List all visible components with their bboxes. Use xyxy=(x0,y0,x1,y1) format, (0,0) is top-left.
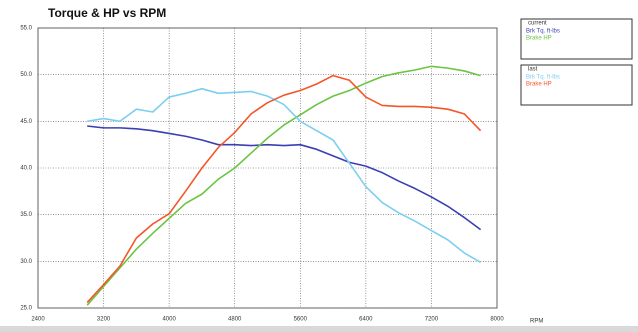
y-tick-label: 35.0 xyxy=(20,212,32,218)
y-tick-label: 30.0 xyxy=(20,259,32,265)
y-tick-label: 55.0 xyxy=(20,26,32,32)
series-line xyxy=(87,87,482,263)
x-tick-label: 6400 xyxy=(359,317,373,323)
legend-group-title: current xyxy=(528,21,547,27)
x-tick-label: 4800 xyxy=(228,317,242,323)
x-axis-label: RPM xyxy=(530,319,543,325)
x-tick-label: 3200 xyxy=(97,317,111,323)
legend-box xyxy=(520,64,633,106)
legend-entry: Brk Tq. ft-lbs xyxy=(526,75,560,81)
x-tick-label: 5600 xyxy=(294,317,308,323)
legend-entry: Brake HP xyxy=(526,82,552,88)
x-tick-label: 7200 xyxy=(425,317,439,323)
legend-box xyxy=(520,18,633,60)
y-tick-label: 25.0 xyxy=(20,306,32,312)
status-strip xyxy=(0,326,638,332)
x-tick-label: 8000 xyxy=(490,317,504,323)
series-line xyxy=(86,74,482,303)
legend-group-title: last xyxy=(528,67,538,73)
x-tick-label: 4000 xyxy=(162,317,176,323)
legend-entry: Brake HP xyxy=(526,36,552,42)
series-line xyxy=(86,65,481,306)
y-tick-label: 40.0 xyxy=(20,166,32,172)
legend-entry: Brk Tq. ft-lbs xyxy=(526,29,560,35)
y-tick-label: 50.0 xyxy=(20,72,32,78)
series-line xyxy=(87,125,482,231)
x-tick-label: 2400 xyxy=(31,317,45,323)
chart-title: Torque & HP vs RPM xyxy=(48,6,166,20)
y-tick-label: 45.0 xyxy=(20,119,32,125)
